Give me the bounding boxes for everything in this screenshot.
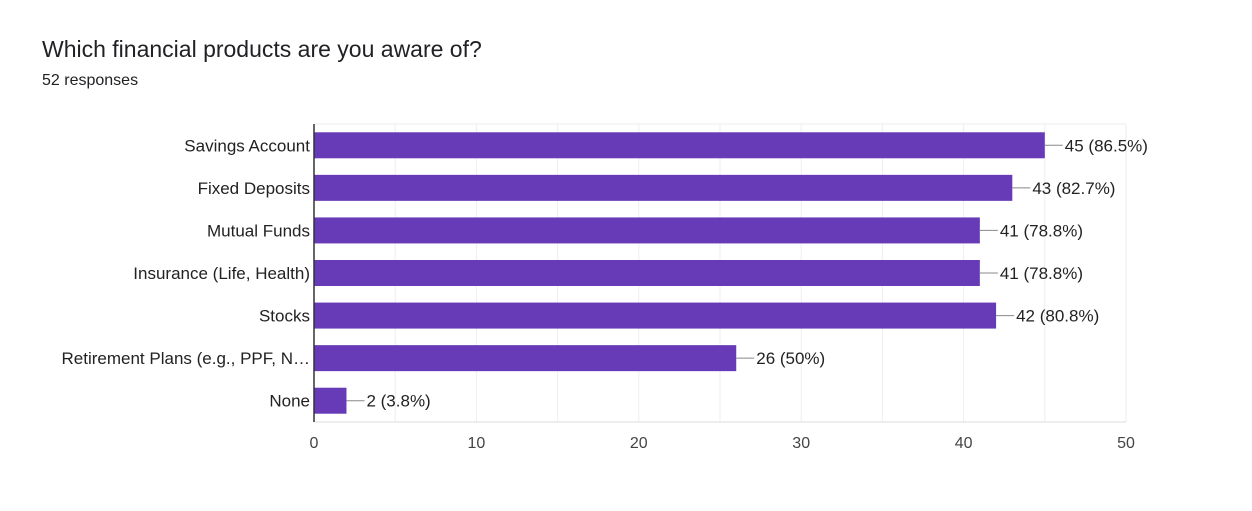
category-label: Fixed Deposits (198, 179, 310, 198)
bar (314, 302, 997, 329)
x-tick-label: 20 (630, 435, 648, 452)
bar (314, 260, 980, 286)
value-label: 26 (50%) (756, 349, 825, 368)
bar (314, 387, 347, 414)
x-tick-label: 40 (955, 435, 973, 452)
x-tick-label: 10 (468, 435, 486, 452)
bar-layer (314, 132, 1063, 414)
value-label: 42 (80.8%) (1016, 307, 1099, 326)
bar (314, 345, 737, 372)
category-label: Savings Account (184, 136, 310, 155)
question-title: Which financial products are you aware o… (42, 36, 482, 62)
bar (314, 174, 1013, 201)
axis-layer: 0 10 20 30 40 50 Savings Account 45 (86.5%) Fixe… (62, 124, 1148, 452)
value-label: 2 (3.8%) (366, 392, 430, 411)
bar (314, 217, 980, 244)
x-tick-label: 50 (1117, 435, 1135, 452)
category-label: None (269, 392, 310, 411)
x-tick-label: 0 (310, 435, 319, 452)
bar (314, 132, 1045, 159)
category-label: Retirement Plans (e.g., PPF, N… (62, 349, 310, 368)
category-label: Stocks (259, 307, 310, 326)
category-label: Mutual Funds (207, 221, 310, 240)
value-label: 41 (78.8%) (1000, 264, 1083, 283)
x-tick-label: 30 (792, 435, 810, 452)
value-label: 45 (86.5%) (1065, 136, 1148, 155)
value-label: 41 (78.8%) (1000, 221, 1083, 240)
value-label: 43 (82.7%) (1032, 179, 1115, 198)
category-label: Insurance (Life, Health) (133, 264, 310, 283)
response-count: 52 responses (42, 72, 139, 89)
